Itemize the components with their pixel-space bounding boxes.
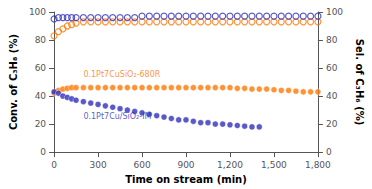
svg-text:0: 0 — [40, 147, 46, 157]
svg-text:80: 80 — [35, 35, 47, 45]
svg-text:100: 100 — [326, 7, 343, 17]
svg-text:40: 40 — [326, 91, 338, 101]
svg-text:1,800: 1,800 — [305, 160, 331, 170]
svg-text:900: 900 — [177, 160, 194, 170]
svg-text:Sel. of C₃H₆ (%): Sel. of C₃H₆ (%) — [354, 39, 365, 126]
svg-text:20: 20 — [35, 119, 47, 129]
svg-text:600: 600 — [133, 160, 150, 170]
svg-text:0: 0 — [326, 147, 332, 157]
svg-text:60: 60 — [35, 63, 47, 73]
svg-text:Time on stream (min): Time on stream (min) — [125, 174, 247, 185]
svg-text:40: 40 — [35, 91, 47, 101]
svg-text:0.1Pt7Cu/SiO₂-IM: 0.1Pt7Cu/SiO₂-IM — [83, 112, 151, 121]
svg-text:60: 60 — [326, 63, 338, 73]
svg-text:80: 80 — [326, 35, 338, 45]
svg-text:300: 300 — [89, 160, 106, 170]
svg-text:0.1Pt7CuSiO₂-680R: 0.1Pt7CuSiO₂-680R — [83, 70, 160, 79]
svg-text:100: 100 — [29, 7, 46, 17]
svg-text:20: 20 — [326, 119, 338, 129]
svg-text:1,500: 1,500 — [261, 160, 287, 170]
svg-text:Conv. of C₃H₈ (%): Conv. of C₃H₈ (%) — [8, 34, 19, 130]
svg-text:0: 0 — [51, 160, 57, 170]
svg-text:1,200: 1,200 — [217, 160, 243, 170]
